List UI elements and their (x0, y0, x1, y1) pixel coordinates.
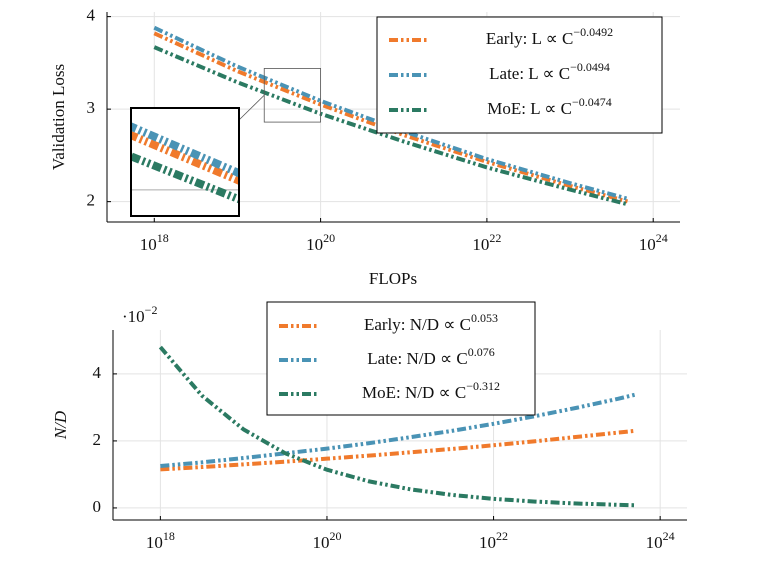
series-line (153, 45, 629, 207)
y-tick-label: 4 (93, 363, 102, 382)
y-multiplier: ·10−2 (122, 303, 157, 326)
plot-area (153, 25, 629, 207)
series-line (153, 25, 629, 201)
series-line (158, 345, 636, 508)
y-axis-label: N/D (51, 410, 70, 440)
legend-label: MoE: N/D ∝ C−0.312 (362, 379, 500, 402)
inset (131, 122, 239, 204)
x-tick-label: 1024 (639, 231, 668, 254)
y-axis-label: Validation Loss (49, 64, 68, 170)
legend-label: Early: N/D ∝ C0.053 (364, 311, 498, 334)
y-tick-label: 2 (93, 430, 102, 449)
x-tick-label: 1022 (472, 231, 501, 254)
y-tick-label: 0 (93, 497, 102, 516)
zoom-connector (238, 94, 265, 121)
x-tick-label: 1024 (646, 529, 675, 552)
inset-background (131, 108, 239, 216)
inset-frame (130, 107, 240, 217)
x-tick-label: 1020 (312, 529, 341, 552)
y-tick-label: 3 (87, 98, 96, 117)
y-tick-label: 4 (87, 6, 96, 25)
series-line (160, 428, 636, 472)
plot-area (158, 345, 636, 508)
series-line (153, 31, 629, 204)
x-tick-label: 1022 (479, 529, 508, 552)
subplot: 1018 1020 1022 1024 0 2 4 N/D ·10−2 Early: N/D ∝ … (51, 301, 687, 552)
x-tick-label: 1020 (306, 231, 335, 254)
series-line (160, 392, 636, 469)
legend-box (266, 301, 536, 416)
x-axis-label: FLOPs (369, 269, 417, 288)
y-tick-label: 2 (87, 191, 96, 210)
x-tick-label: 1018 (146, 529, 175, 552)
legend-label: Late: N/D ∝ C0.076 (367, 345, 494, 368)
x-tick-label: 1018 (140, 231, 169, 254)
